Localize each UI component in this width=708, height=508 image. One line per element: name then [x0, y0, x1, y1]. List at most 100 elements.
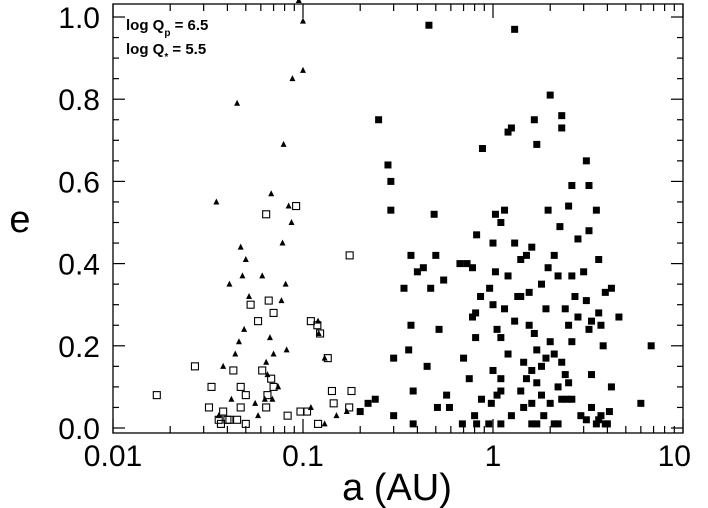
filled-square-point [463, 260, 471, 268]
open-square-point [345, 403, 354, 412]
filled-square-point [580, 268, 588, 276]
filled-square-point [525, 288, 533, 296]
filled-square-point [592, 420, 600, 428]
triangle-point [315, 329, 322, 336]
filled-square-point [472, 309, 480, 317]
triangle-point [259, 272, 266, 279]
open-square-point [241, 391, 250, 400]
filled-square-point [491, 210, 499, 218]
triangle-point [241, 325, 248, 332]
filled-square-point [371, 395, 379, 403]
open-square-point [204, 403, 214, 412]
filled-square-point [533, 140, 541, 148]
filled-square-point [517, 255, 525, 263]
filled-square-point [546, 338, 554, 346]
triangle-point [285, 202, 292, 209]
filled-square-point [574, 313, 582, 321]
filled-square-point [390, 412, 398, 420]
open-square-point [246, 300, 255, 309]
filled-square-point [565, 202, 573, 210]
filled-square-point [588, 317, 596, 325]
filled-square-point [504, 272, 512, 280]
filled-square-point [522, 375, 530, 383]
triangle-point [234, 99, 241, 106]
filled-square-point [561, 371, 569, 379]
filled-square-point [544, 264, 552, 272]
triangle-point [333, 412, 340, 419]
filled-square-point [601, 288, 609, 296]
filled-square-point [585, 182, 593, 190]
open-square-point [225, 415, 234, 424]
filled-square-point [489, 366, 497, 374]
triangle-point [235, 338, 242, 345]
y-tick-label: 0.4 [58, 249, 100, 282]
triangle-point [275, 383, 282, 390]
filled-square-point [487, 399, 495, 407]
filled-square-point [592, 206, 600, 214]
triangle-point [239, 272, 246, 279]
triangle-point [228, 395, 235, 402]
triangle-point [300, 17, 306, 24]
filled-square-point [435, 325, 443, 333]
filled-square-point [387, 206, 395, 214]
filled-square-point [493, 391, 501, 399]
filled-square-point [400, 284, 408, 292]
open-square-point [258, 366, 267, 375]
filled-square-point [440, 276, 448, 284]
open-square-point [269, 382, 278, 391]
triangle-point [255, 412, 262, 419]
open-square-point [306, 317, 315, 326]
open-square-point [313, 321, 322, 330]
filled-square-point [430, 210, 438, 218]
filled-square-point [558, 112, 566, 120]
open-square-point [262, 210, 271, 219]
y-tick-label: 1.0 [58, 2, 100, 35]
filled-square-point [597, 321, 605, 329]
filled-square-point [423, 362, 431, 370]
open-square-point [269, 308, 278, 317]
triangle-point [300, 66, 306, 73]
filled-square-point [605, 408, 613, 416]
open-square-point [236, 403, 245, 412]
x-tick-label: 10 [658, 440, 691, 473]
filled-square-point [558, 358, 566, 366]
filled-square-point [507, 412, 515, 420]
open-square-point [267, 374, 276, 383]
triangle-point [246, 292, 253, 299]
triangle-point [226, 280, 233, 287]
filled-square-point [597, 412, 605, 420]
filled-square-point [533, 420, 541, 428]
filled-square-point [533, 346, 541, 354]
filled-square-point [558, 395, 566, 403]
filled-square-point [615, 313, 623, 321]
triangle-point [242, 255, 249, 262]
filled-square-point [546, 91, 554, 99]
open-square-point [263, 391, 272, 400]
filled-square-point [574, 235, 582, 243]
triangle-point [280, 140, 287, 147]
open-square-point [345, 251, 354, 260]
filled-square-point [556, 223, 564, 231]
x-axis-title: a (AU) [342, 467, 452, 508]
filled-square-point [538, 391, 546, 399]
annotation-text: log Qp = 6.5 [126, 17, 208, 39]
filled-square-point [522, 251, 530, 259]
filled-square-point [419, 264, 427, 272]
open-square-point [327, 386, 336, 396]
filled-square-point [546, 399, 554, 407]
open-square-point [302, 407, 312, 416]
open-square-point [316, 329, 325, 338]
filled-square-point [528, 366, 536, 374]
x-tick-label: 0.1 [282, 440, 324, 473]
filled-square-point [528, 420, 536, 428]
filled-square-point [540, 412, 548, 420]
triangle-point [289, 75, 296, 82]
open-square-point [214, 415, 223, 424]
triangle-point [213, 198, 220, 205]
filled-square-point [390, 354, 398, 362]
filled-square-point [637, 399, 645, 407]
filled-square-point [550, 350, 558, 358]
triangle-point [321, 420, 328, 427]
